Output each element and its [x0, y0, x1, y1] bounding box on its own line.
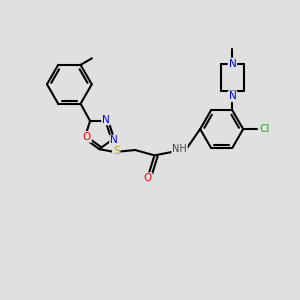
Text: N: N: [110, 136, 118, 146]
Text: NH: NH: [172, 144, 187, 154]
Text: O: O: [143, 173, 152, 183]
Text: S: S: [113, 146, 120, 157]
Text: N: N: [229, 91, 236, 101]
Text: O: O: [83, 132, 91, 142]
Text: N: N: [229, 58, 236, 69]
Text: Cl: Cl: [259, 124, 269, 134]
Text: N: N: [102, 115, 110, 124]
